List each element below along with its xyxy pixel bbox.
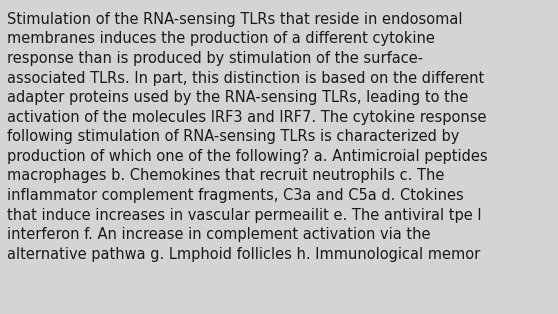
Text: Stimulation of the RNA-sensing TLRs that reside in endosomal
membranes induces t: Stimulation of the RNA-sensing TLRs that…: [7, 12, 487, 262]
